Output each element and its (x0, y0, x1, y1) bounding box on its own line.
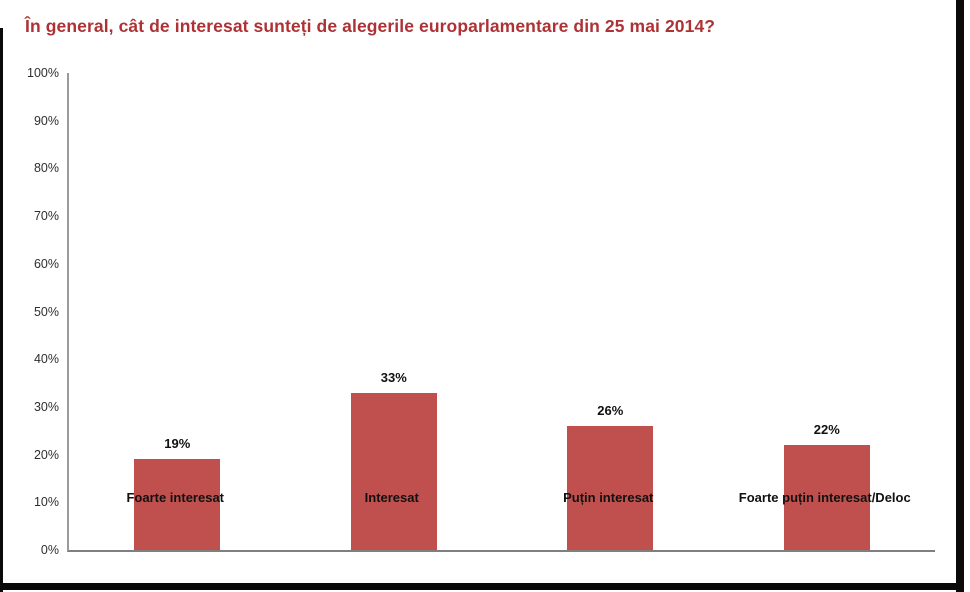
x-category-label: Foarte interesat (126, 490, 225, 505)
y-tick-label: 100% (27, 66, 59, 80)
plot-area: 0% 10% 20% 30% 40% 50% 60% 70% 80% 90% 100% 19% 33%… (27, 66, 935, 557)
bar-value-label: 22% (813, 422, 840, 438)
y-tick-label: 30% (33, 399, 59, 414)
y-tick-label: 40% (33, 352, 59, 367)
x-category-label: Interesat (364, 490, 419, 505)
y-tick-label: 80% (33, 161, 59, 176)
y-tick-label: 0% (40, 543, 59, 557)
y-tick-label: 10% (33, 495, 59, 510)
y-tick-label: 20% (33, 447, 59, 462)
window-border-right (956, 0, 964, 592)
bar (567, 425, 654, 550)
bar (350, 392, 437, 550)
y-tick-label: 60% (33, 256, 59, 271)
bar (783, 445, 870, 550)
x-category-label: Puțin interesat (563, 490, 654, 505)
chart-title: În general, cât de interesat sunteți de … (25, 16, 716, 36)
bar-value-label: 19% (164, 436, 191, 452)
y-tick-label: 50% (33, 304, 59, 319)
window-border-left (0, 28, 3, 592)
window-border-bottom (0, 583, 964, 590)
y-tick-label: 90% (33, 113, 59, 128)
bar (134, 459, 221, 550)
y-tick-label: 70% (33, 209, 59, 224)
bar-value-label: 33% (380, 369, 407, 385)
bar-value-label: 26% (597, 402, 624, 418)
x-category-label: Foarte puțin interesat/Deloc (738, 490, 911, 505)
